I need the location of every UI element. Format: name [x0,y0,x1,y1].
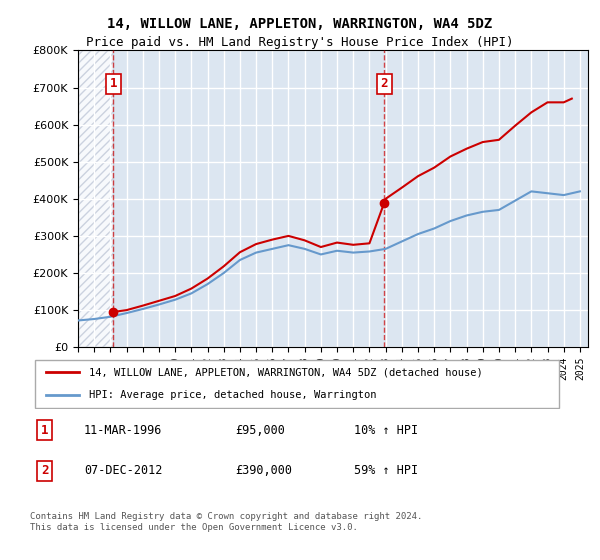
Text: 59% ↑ HPI: 59% ↑ HPI [354,464,418,477]
FancyBboxPatch shape [35,361,559,408]
Text: 1: 1 [110,77,117,90]
Text: £95,000: £95,000 [235,423,285,437]
Text: 11-MAR-1996: 11-MAR-1996 [84,423,163,437]
Bar [78,50,113,347]
Text: Price paid vs. HM Land Registry's House Price Index (HPI): Price paid vs. HM Land Registry's House … [86,36,514,49]
Text: 14, WILLOW LANE, APPLETON, WARRINGTON, WA4 5DZ (detached house): 14, WILLOW LANE, APPLETON, WARRINGTON, W… [89,367,483,377]
Text: Contains HM Land Registry data © Crown copyright and database right 2024.
This d: Contains HM Land Registry data © Crown c… [30,512,422,532]
Text: 10% ↑ HPI: 10% ↑ HPI [354,423,418,437]
Text: 07-DEC-2012: 07-DEC-2012 [84,464,163,477]
Text: HPI: Average price, detached house, Warrington: HPI: Average price, detached house, Warr… [89,390,377,400]
Text: 1: 1 [41,423,48,437]
Text: £390,000: £390,000 [235,464,292,477]
Text: 2: 2 [41,464,48,477]
Text: 14, WILLOW LANE, APPLETON, WARRINGTON, WA4 5DZ: 14, WILLOW LANE, APPLETON, WARRINGTON, W… [107,17,493,31]
Text: 2: 2 [380,77,388,90]
